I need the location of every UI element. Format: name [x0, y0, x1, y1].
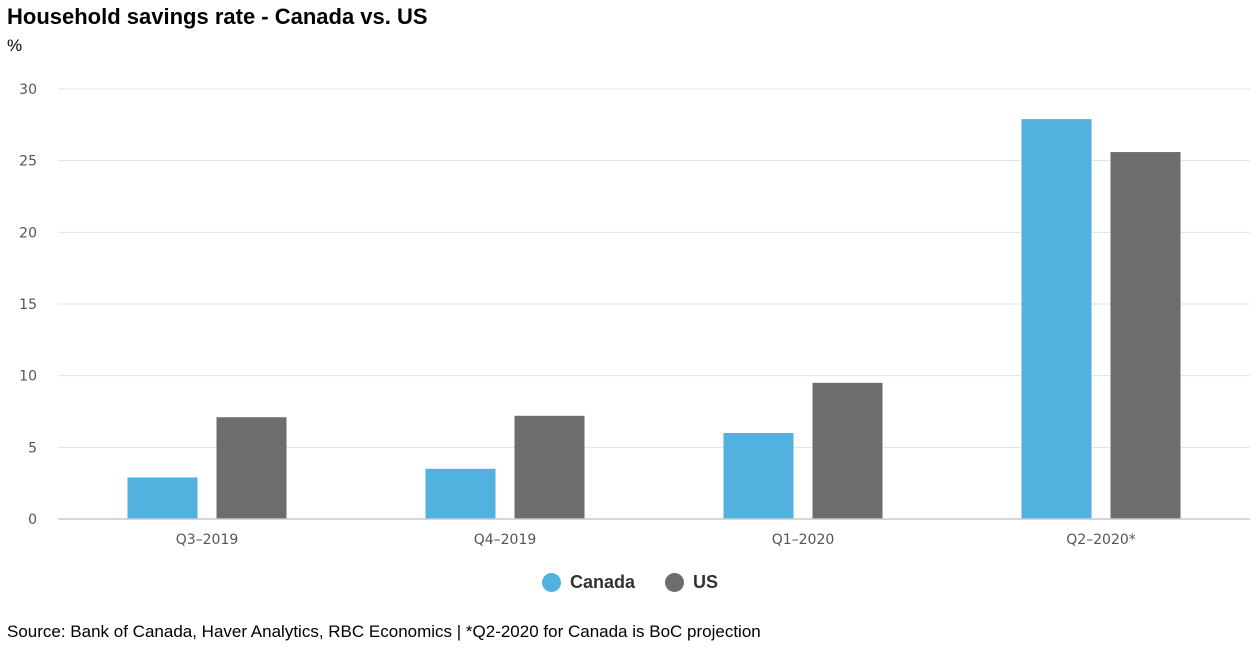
legend-label-canada: Canada	[569, 572, 635, 592]
chart-legend: Canada US	[0, 572, 1260, 593]
legend-swatch-us-icon	[665, 573, 684, 592]
bar-us-3	[1110, 152, 1181, 520]
x-tick-label-0: Q3–2019	[176, 532, 239, 548]
y-tick-label-25: 25	[19, 154, 37, 170]
source-note: Source: Bank of Canada, Haver Analytics,…	[7, 622, 761, 641]
y-tick-label-20: 20	[19, 225, 37, 241]
bar-canada-1	[425, 468, 496, 519]
bar-canada-2	[723, 433, 794, 519]
bar-us-2	[812, 382, 883, 519]
x-tick-label-3: Q2–2020*	[1066, 532, 1136, 548]
legend-item-canada[interactable]: Canada	[541, 572, 635, 593]
x-tick-label-1: Q4–2019	[474, 532, 537, 548]
legend-label-us: US	[693, 572, 719, 592]
y-tick-label-10: 10	[19, 369, 37, 385]
y-tick-label-15: 15	[19, 297, 37, 313]
bar-us-0	[216, 417, 287, 519]
y-tick-label-0: 0	[28, 512, 37, 528]
bar-us-1	[514, 415, 585, 519]
legend-item-us[interactable]: US	[665, 572, 718, 593]
y-tick-label-30: 30	[19, 82, 37, 98]
y-tick-label-5: 5	[28, 440, 37, 456]
bar-canada-3	[1021, 119, 1092, 519]
chart-title: Household savings rate - Canada vs. US	[7, 4, 428, 29]
legend-swatch-canada-icon	[541, 573, 561, 592]
y-axis-unit-label: %	[7, 36, 23, 55]
bar-canada-0	[127, 477, 198, 519]
x-tick-label-2: Q1–2020	[772, 532, 835, 548]
